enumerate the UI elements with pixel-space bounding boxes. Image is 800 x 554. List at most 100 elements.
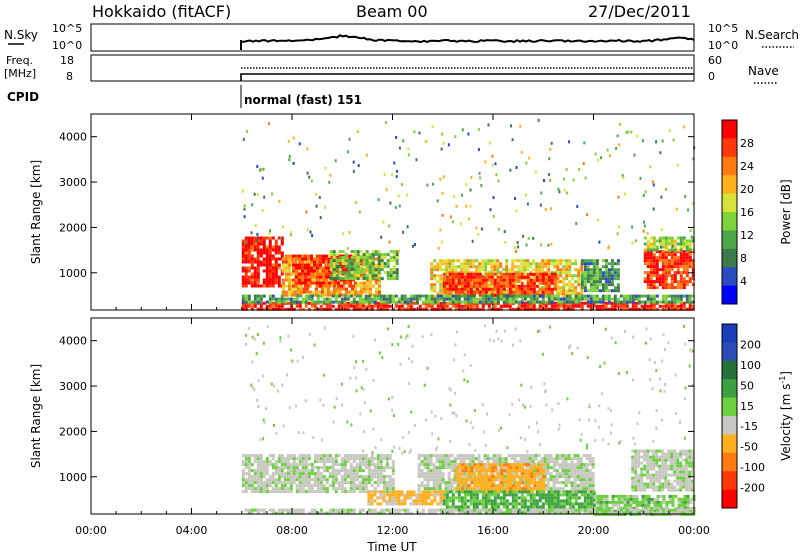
velocity-cell — [286, 469, 290, 473]
velocity-cell — [576, 475, 580, 479]
velocity-cell — [491, 466, 495, 470]
power-cell — [346, 297, 350, 301]
power-cell — [517, 259, 521, 263]
power-cell — [244, 275, 248, 279]
velocity-cell — [418, 499, 422, 503]
velocity-cell — [539, 466, 543, 470]
power-cell — [439, 277, 443, 281]
power-cell — [631, 304, 635, 308]
velocity-cell — [307, 478, 311, 482]
velocity-cell — [567, 457, 571, 461]
power-cell — [688, 307, 692, 311]
velocity-cell — [379, 475, 383, 479]
power-cell — [243, 207, 246, 211]
velocity-cell — [673, 452, 677, 456]
velocity-cell — [391, 460, 395, 464]
power-cell — [332, 262, 336, 266]
power-cell — [499, 278, 503, 282]
power-cell — [478, 265, 482, 269]
power-cell — [338, 290, 342, 294]
power-cell — [595, 262, 599, 266]
velocity-cell — [579, 472, 583, 476]
power-cell — [607, 246, 610, 250]
velocity-cell — [346, 481, 350, 485]
power-cell — [592, 300, 596, 304]
velocity-cell — [307, 472, 311, 476]
velocity-cell — [691, 452, 695, 456]
power-cell — [274, 307, 278, 311]
power-cell — [261, 209, 264, 213]
power-cell — [574, 294, 578, 298]
velocity-cell — [447, 460, 451, 464]
velocity-cell — [364, 478, 368, 482]
power-cell — [538, 307, 542, 311]
power-cell — [601, 297, 605, 301]
velocity-cell — [421, 496, 425, 500]
power-cell — [559, 297, 563, 301]
power-cell — [290, 290, 294, 294]
velocity-cell — [634, 473, 638, 477]
power-cell — [475, 275, 479, 279]
velocity-cell — [301, 454, 305, 458]
power-cell — [544, 277, 548, 281]
power-cell — [418, 304, 422, 308]
power-cell — [384, 121, 387, 124]
velocity-cell — [444, 454, 448, 458]
power-cell — [292, 278, 295, 282]
velocity-cell — [573, 478, 577, 482]
power-cell — [377, 259, 381, 263]
velocity-cell — [424, 502, 428, 506]
power-cell — [646, 239, 650, 243]
velocity-cell — [349, 490, 353, 494]
velocity-cell — [256, 475, 260, 479]
power-cell — [601, 304, 605, 308]
power-cell — [604, 265, 608, 269]
velocity-cell — [271, 454, 275, 458]
power-cell — [541, 286, 545, 290]
velocity-cell — [488, 484, 492, 488]
freq-unit-label: [MHz] — [4, 67, 36, 80]
power-cell — [480, 227, 483, 231]
velocity-cell — [585, 463, 589, 467]
power-cell — [562, 297, 566, 301]
power-cell — [304, 281, 307, 285]
velocity-cell — [325, 469, 329, 473]
velocity-cell — [670, 461, 674, 465]
power-cell — [274, 304, 278, 308]
power-cell — [616, 262, 620, 266]
velocity-cell — [385, 457, 389, 461]
power-cell — [550, 287, 554, 291]
velocity-cell — [316, 457, 320, 461]
velocity-cell — [268, 481, 272, 485]
velocity-cell — [652, 488, 656, 492]
velocity-cell — [567, 475, 571, 479]
power-cell — [472, 265, 476, 269]
cpid-label: CPID — [7, 90, 39, 104]
power-cell — [571, 283, 575, 287]
power-cell — [565, 307, 569, 311]
power-cell — [356, 259, 360, 263]
velocity-cell — [573, 469, 577, 473]
power-cell — [670, 297, 674, 301]
power-cell — [385, 304, 389, 308]
power-cell — [598, 304, 602, 308]
power-cell — [643, 250, 647, 254]
power-cell — [268, 257, 272, 261]
power-cell — [280, 236, 284, 240]
velocity-cell — [509, 481, 513, 485]
velocity-cell — [519, 457, 523, 461]
power-cell — [652, 271, 656, 275]
power-cell — [649, 248, 653, 252]
velocity-cell — [292, 466, 296, 470]
power-cell — [332, 290, 336, 294]
power-cell — [658, 256, 662, 260]
power-cell — [368, 284, 372, 288]
velocity-cell — [334, 487, 338, 491]
power-cell — [310, 300, 314, 304]
power-cell — [332, 268, 336, 272]
power-cell — [280, 294, 284, 298]
power-cell — [499, 290, 503, 294]
velocity-cell — [498, 460, 502, 464]
velocity-cell — [370, 493, 374, 497]
power-cell — [664, 236, 668, 240]
